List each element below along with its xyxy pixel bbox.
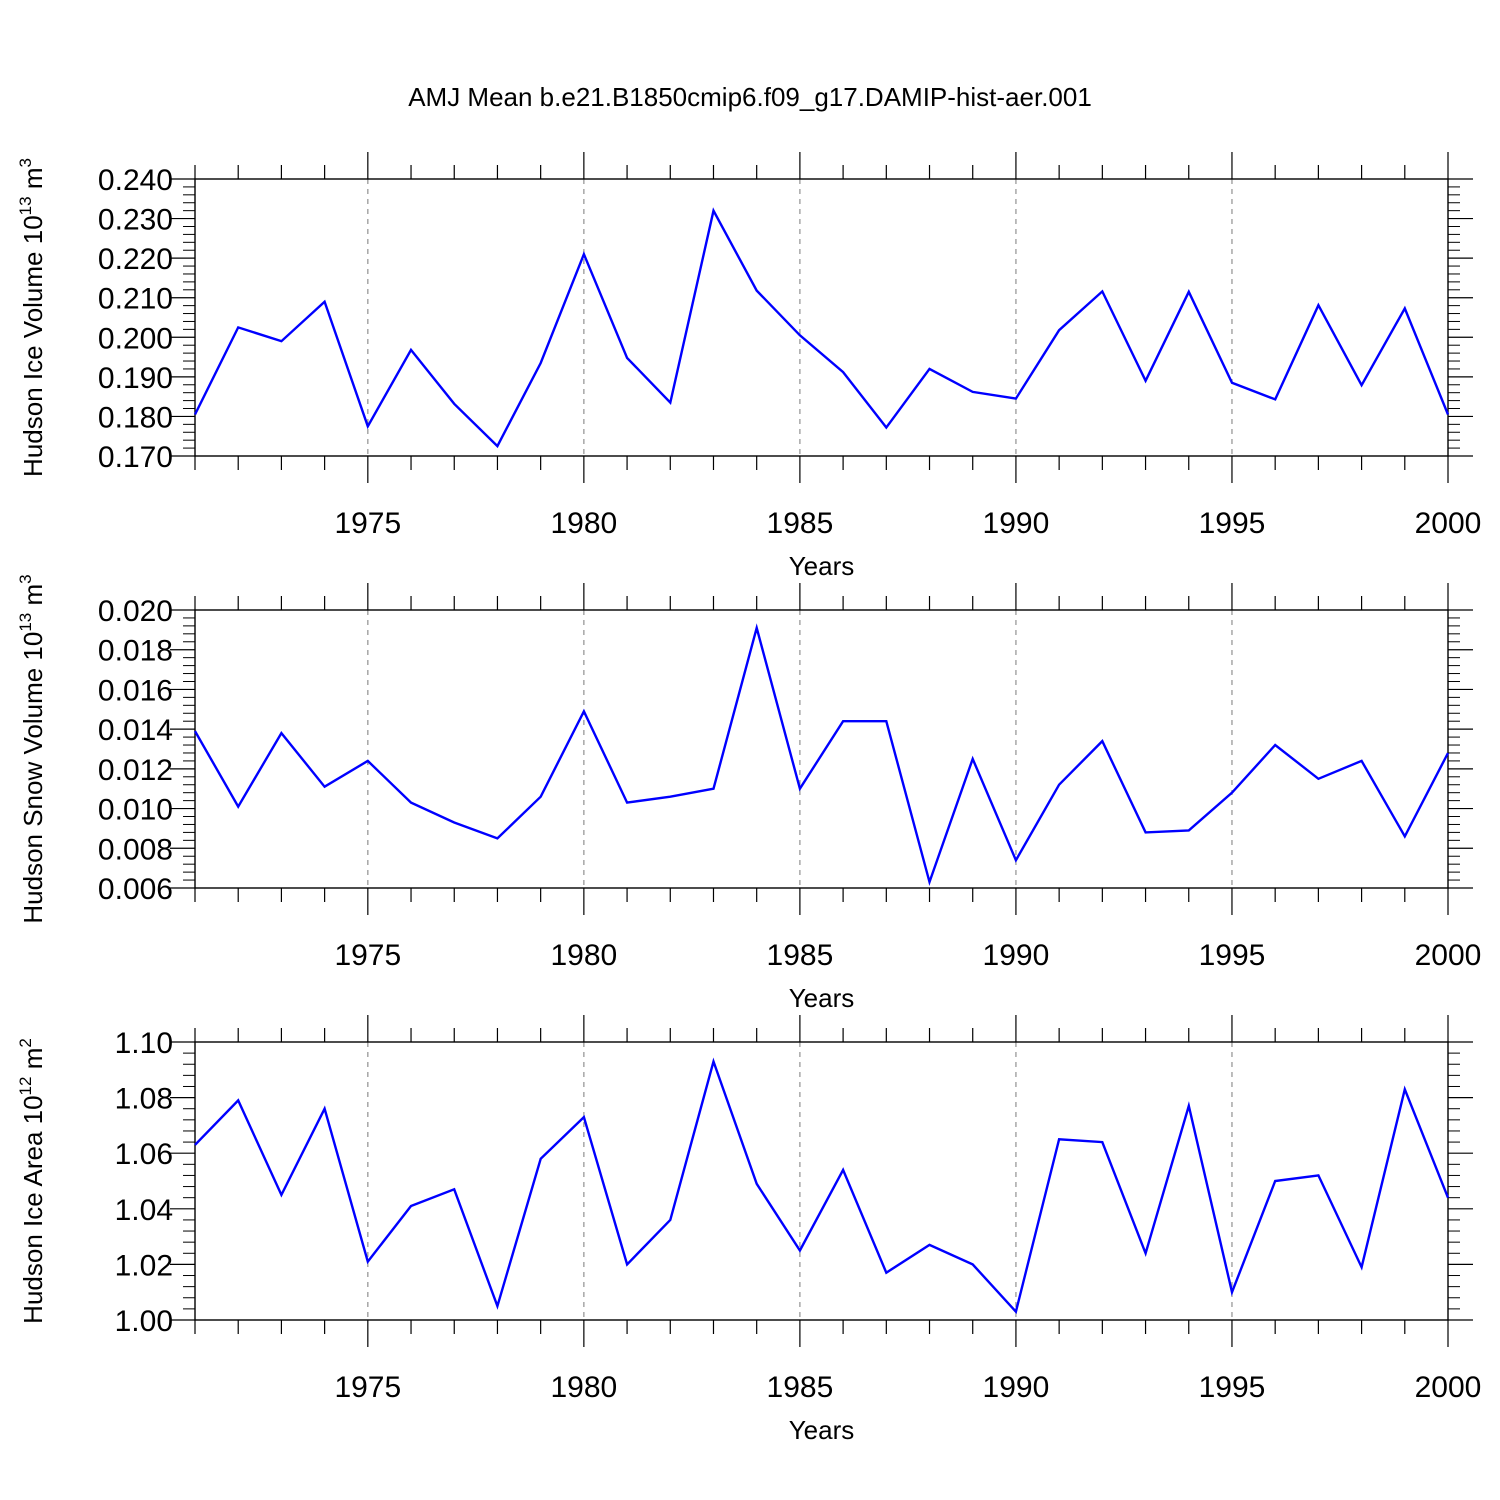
y-tick-label: 0.190 bbox=[98, 362, 173, 395]
plot-frame bbox=[194, 1041, 1449, 1321]
y-tick-label: 0.180 bbox=[98, 401, 173, 434]
y-axis-title-exponent: 13 bbox=[16, 196, 35, 215]
y-axis-title: Hudson Snow Volume 1013 m3 bbox=[16, 574, 48, 923]
x-tick-label: 2000 bbox=[1415, 1371, 1482, 1404]
x-tick-label: 1995 bbox=[1199, 1371, 1266, 1404]
x-tick-label: 1980 bbox=[550, 507, 617, 540]
x-tick-label: 1990 bbox=[983, 939, 1050, 972]
x-tick-label: 1980 bbox=[550, 939, 617, 972]
y-tick-label: 1.02 bbox=[115, 1249, 173, 1282]
y-tick-label: 1.06 bbox=[115, 1138, 173, 1171]
x-tick-label: 1990 bbox=[983, 507, 1050, 540]
y-axis-title-unit-exponent: 2 bbox=[16, 1038, 35, 1047]
y-tick-label: 0.200 bbox=[98, 322, 173, 355]
y-tick-label: 1.00 bbox=[115, 1305, 173, 1338]
y-axis-title-text: Hudson Ice Volume 10 bbox=[18, 215, 48, 477]
y-tick-label: 0.018 bbox=[98, 635, 173, 668]
plot-frame bbox=[194, 178, 1449, 457]
y-tick-label: 0.020 bbox=[98, 595, 173, 628]
y-tick-label: 0.016 bbox=[98, 674, 173, 707]
y-axis-title-text: Hudson Snow Volume 10 bbox=[18, 632, 48, 924]
y-tick-label: 0.014 bbox=[98, 714, 173, 747]
x-tick-label: 1985 bbox=[767, 507, 834, 540]
y-tick-label: 0.240 bbox=[98, 164, 173, 197]
y-axis-title-text: Hudson Ice Area 10 bbox=[18, 1095, 48, 1323]
x-tick-label: 1975 bbox=[334, 507, 401, 540]
chart-title: AMJ Mean b.e21.B1850cmip6.f09_g17.DAMIP-… bbox=[408, 82, 1092, 112]
series-line bbox=[193, 207, 1450, 449]
y-axis-title-unit-exponent: 3 bbox=[16, 158, 35, 167]
x-tick-label: 2000 bbox=[1415, 507, 1482, 540]
y-tick-label: 0.010 bbox=[98, 794, 173, 827]
y-axis-title-unit: m bbox=[18, 168, 48, 197]
y-tick-label: 0.210 bbox=[98, 283, 173, 316]
x-tick-label: 1995 bbox=[1199, 939, 1266, 972]
x-tick-label: 1975 bbox=[334, 939, 401, 972]
x-tick-label: 1985 bbox=[767, 1371, 834, 1404]
x-tick-label: 1990 bbox=[983, 1371, 1050, 1404]
plot-frame bbox=[194, 609, 1449, 889]
y-tick-label: 1.10 bbox=[115, 1027, 173, 1060]
panel-1: 0.170 0.180 0.190 0.200 0.210 0.220 0.230 0.240… bbox=[16, 152, 1481, 581]
x-tick-label: 1985 bbox=[767, 939, 834, 972]
x-axis-title: Years bbox=[789, 551, 855, 581]
panel-2: 0.006 0.008 0.010 0.012 0.014 0.016 0.018 0.020… bbox=[16, 574, 1481, 1013]
y-tick-label: 0.170 bbox=[98, 441, 173, 474]
series-line bbox=[193, 623, 1450, 887]
y-axis-title: Hudson Ice Volume 1013 m3 bbox=[16, 158, 48, 477]
y-axis-title-exponent: 13 bbox=[16, 613, 35, 632]
series-line bbox=[194, 1057, 1450, 1315]
y-axis-title-unit: m bbox=[18, 1048, 48, 1077]
y-tick-label: 0.008 bbox=[98, 833, 173, 866]
y-tick-label: 0.230 bbox=[98, 204, 173, 237]
y-tick-label: 1.04 bbox=[115, 1194, 173, 1227]
y-axis-title-unit: m bbox=[18, 584, 48, 613]
y-axis-title: Hudson Ice Area 1012 m2 bbox=[16, 1038, 48, 1324]
y-tick-label: 0.012 bbox=[98, 754, 173, 787]
y-axis-title-exponent: 12 bbox=[16, 1077, 35, 1096]
y-tick-label: 0.220 bbox=[98, 243, 173, 276]
x-tick-label: 2000 bbox=[1415, 939, 1482, 972]
y-axis-title-unit-exponent: 3 bbox=[16, 574, 35, 583]
x-axis-title: Years bbox=[789, 983, 855, 1013]
y-tick-label: 1.08 bbox=[115, 1083, 173, 1116]
x-tick-label: 1995 bbox=[1199, 507, 1266, 540]
x-axis-title: Years bbox=[789, 1415, 855, 1445]
y-tick-label: 0.006 bbox=[98, 873, 173, 906]
x-tick-label: 1975 bbox=[334, 1371, 401, 1404]
panel-3: 1.00 1.02 1.04 1.06 1.08 1.10 1975 1980 1985 1990… bbox=[16, 1015, 1481, 1445]
x-tick-label: 1980 bbox=[550, 1371, 617, 1404]
